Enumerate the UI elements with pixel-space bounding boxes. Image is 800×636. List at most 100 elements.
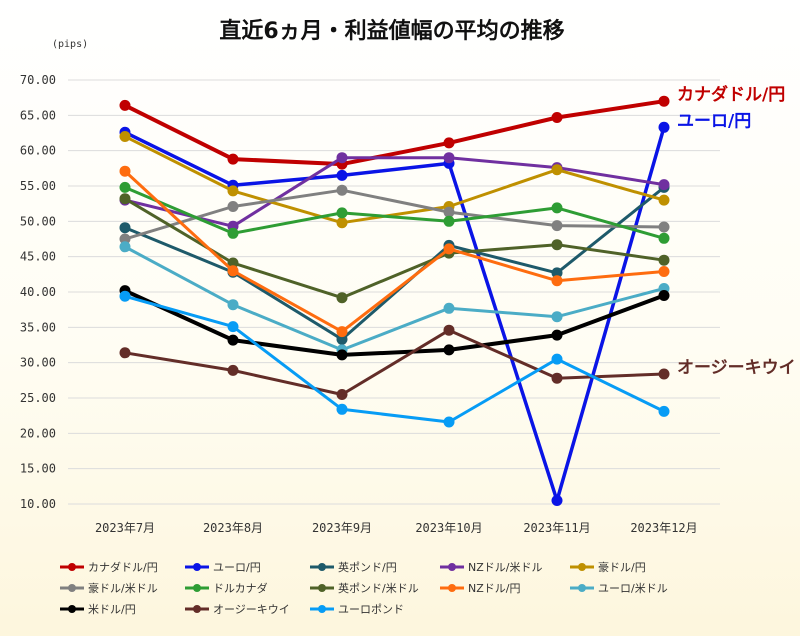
data-point [336, 169, 348, 181]
series-annotation: ユーロ/円 [677, 111, 751, 131]
x-tick-label: 2023年9月 [312, 521, 372, 535]
data-point [443, 302, 455, 314]
series-5 [119, 184, 670, 245]
legend-item: NZドル/米ドル [440, 561, 542, 574]
legend-swatch-marker [448, 584, 456, 592]
data-point [336, 389, 348, 400]
series-line [124, 186, 665, 240]
y-tick-label: 15.00 [20, 462, 56, 476]
legend-label: 英ポンド/米ドル [338, 581, 419, 595]
series-line [124, 156, 665, 228]
legend-label: オージーキウイ [213, 603, 290, 616]
data-point [443, 215, 455, 227]
y-tick-label: 65.00 [20, 108, 56, 122]
y-tick-label: 70.00 [20, 73, 56, 87]
data-point [119, 347, 131, 359]
y-tick-label: 45.00 [20, 250, 56, 264]
series-4 [119, 131, 670, 229]
data-point [658, 221, 670, 233]
data-point [119, 241, 131, 253]
data-point [336, 152, 348, 164]
legend-item: カナダドル/円 [60, 560, 158, 574]
legend-swatch-marker [193, 563, 201, 571]
series-line [124, 328, 665, 396]
legend-label: 英ポンド/円 [338, 560, 397, 574]
data-point [227, 265, 239, 277]
legend-label: NZドル/米ドル [468, 561, 542, 574]
data-point [658, 179, 670, 191]
legend-item: オージーキウイ [185, 603, 290, 616]
data-point [551, 329, 563, 341]
series-line [124, 294, 665, 424]
series-line [123, 170, 665, 334]
series-10 [119, 285, 670, 361]
data-point [551, 495, 563, 506]
series-line [124, 99, 665, 167]
data-point [119, 193, 131, 205]
data-point [551, 353, 563, 365]
series-line [124, 135, 665, 225]
y-tick-label: 25.00 [20, 391, 56, 405]
x-tick-label: 2023年10月 [415, 521, 482, 535]
data-point [336, 207, 348, 219]
y-tick-label: 50.00 [20, 214, 56, 228]
legend-item: 英ポンド/円 [310, 560, 397, 574]
series-9 [119, 241, 670, 356]
legend-swatch-marker [318, 605, 326, 613]
legend-label: カナダドル/円 [88, 560, 158, 574]
legend-label: 米ドル/円 [88, 603, 136, 616]
data-point [336, 403, 348, 415]
legend-item: 豪ドル/米ドル [60, 581, 158, 595]
legend-item: ユーロポンド [310, 603, 404, 616]
data-point [227, 227, 239, 239]
series-lines [119, 95, 670, 506]
legend-label: ユーロ/円 [213, 561, 261, 574]
y-axis-ticks: 10.00 15.00 20.00 25.00 30.00 35.00 40.00 45.00… [20, 73, 56, 511]
data-point [119, 181, 131, 193]
legend-swatch-marker [193, 605, 201, 613]
data-point [119, 290, 131, 302]
series-annotation: カナダドル/円 [677, 84, 785, 105]
data-point [551, 311, 563, 323]
data-point [443, 416, 455, 428]
data-point [119, 99, 131, 111]
data-point [119, 165, 131, 177]
legend-item: 英ポンド/米ドル [310, 581, 419, 595]
data-point [443, 206, 455, 218]
x-tick-label: 2023年12月 [630, 521, 697, 535]
data-point [443, 243, 455, 255]
series-2 [119, 181, 670, 345]
legend-swatch-marker [318, 563, 326, 571]
legend-label: ユーロ/米ドル [598, 582, 668, 595]
series-line [124, 186, 665, 341]
series-6 [119, 181, 670, 244]
series-line [124, 126, 666, 503]
legend-item: ユーロ/円 [185, 561, 261, 574]
legend-item: 豪ドル/円 [570, 560, 646, 574]
data-point [658, 254, 670, 266]
data-point [336, 349, 348, 361]
data-point [551, 164, 563, 176]
data-point [227, 185, 239, 197]
series-line [124, 245, 665, 352]
legend-swatch-marker [68, 563, 76, 571]
legend-label: ユーロポンド [338, 603, 404, 616]
series-11 [119, 324, 670, 400]
data-point [658, 368, 670, 380]
data-point [658, 121, 670, 133]
data-point [551, 267, 563, 279]
data-point [443, 152, 455, 164]
series-line [124, 288, 665, 357]
data-point [551, 275, 563, 287]
legend-item: 米ドル/円 [60, 603, 136, 616]
y-tick-label: 35.00 [20, 320, 56, 334]
y-tick-label: 20.00 [20, 426, 56, 440]
x-tick-label: 2023年8月 [203, 521, 263, 535]
data-point [658, 95, 670, 107]
data-point [443, 344, 455, 356]
x-tick-label: 2023年7月 [95, 521, 155, 535]
data-point [336, 333, 348, 345]
series-12 [119, 290, 670, 428]
data-point [551, 220, 563, 232]
